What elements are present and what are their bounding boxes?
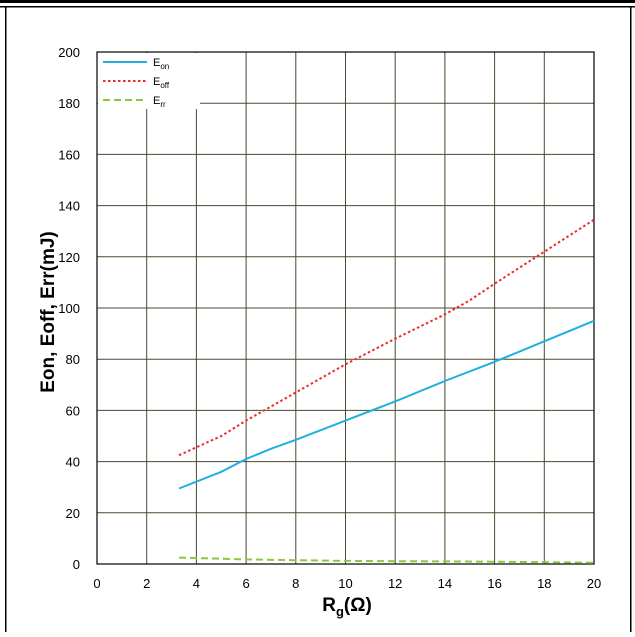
y-tick-label: 180 [58,96,80,111]
y-tick-label: 120 [58,250,80,265]
x-tick-label: 2 [143,576,150,591]
y-axis-label: Eon, Eoff, Err(mJ) [38,231,59,393]
y-tick-label: 0 [73,557,80,572]
x-tick-label: 10 [338,576,352,591]
y-tick-label: 80 [66,352,80,367]
series-line-Eoff [179,220,594,456]
x-axis-label-unit: (Ω) [344,595,372,616]
x-tick-label: 18 [537,576,551,591]
x-tick-label: 16 [487,576,501,591]
grid [97,52,594,564]
x-tick-label: 6 [242,576,249,591]
x-tick-label: 20 [587,576,601,591]
y-tick-label: 200 [58,45,80,60]
tick-labels: 0 2 4 6 8 10 12 14 16 18 2002040608010012014016018… [58,45,601,591]
x-tick-label: 14 [438,576,452,591]
x-tick-label: 12 [388,576,402,591]
series-line-Err [179,558,594,563]
series-line-Eon [179,321,594,489]
y-tick-label: 140 [58,199,80,214]
x-tick-label: 4 [193,576,200,591]
x-tick-label: 8 [292,576,299,591]
y-tick-label: 20 [66,506,80,521]
x-axis-label-main: R [322,595,336,616]
y-tick-label: 40 [66,455,80,470]
top-border-thick [0,0,635,3]
right-border [630,6,632,632]
y-tick-label: 60 [66,403,80,418]
top-border-thin [0,6,635,8]
y-tick-label: 160 [58,147,80,162]
x-axis-label-sub: g [336,604,344,619]
y-tick-label: 100 [58,301,80,316]
series-lines [179,220,594,563]
x-axis-label: Rg(Ω) [322,595,372,619]
x-tick-label: 0 [93,576,100,591]
left-border [5,6,7,632]
